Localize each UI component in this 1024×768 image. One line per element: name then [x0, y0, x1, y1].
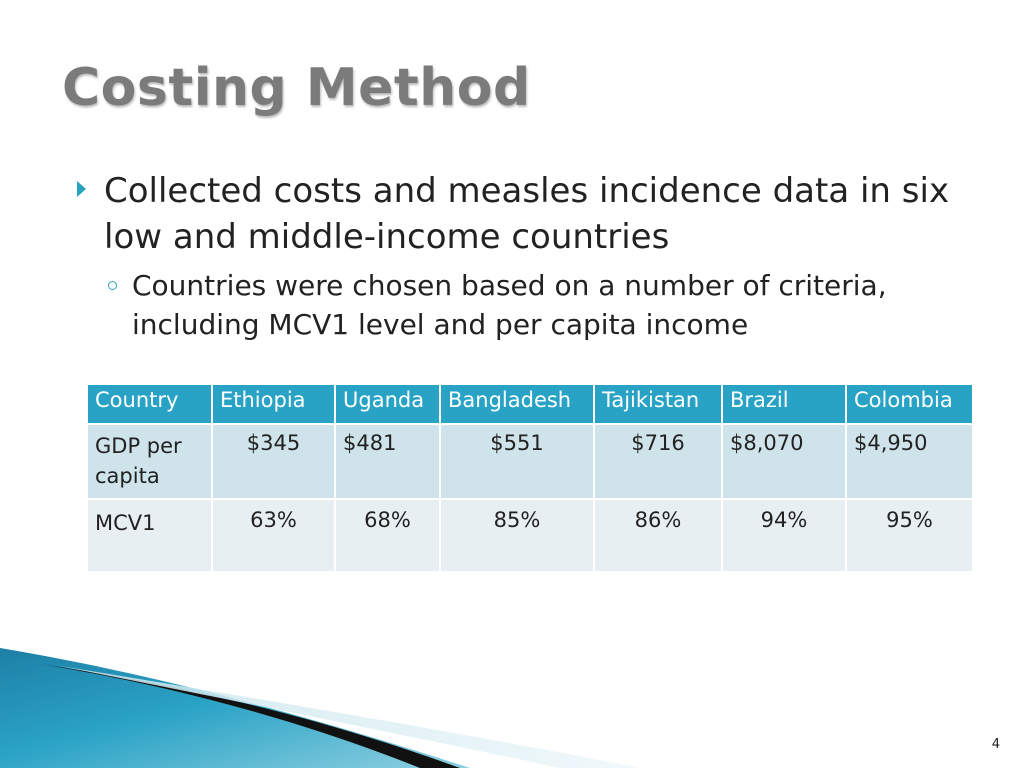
header-cell: Ethiopia [211, 383, 336, 425]
table-header-row: Country Ethiopia Uganda Bangladesh Tajik… [86, 383, 974, 425]
triangle-arrow-icon [77, 181, 86, 197]
table-cell: $481 [334, 423, 441, 500]
table-cell: 68% [334, 498, 441, 573]
slide-title: Costing Method [62, 58, 531, 118]
table-cell: 63% [211, 498, 336, 573]
row-label: MCV1 [86, 498, 213, 573]
country-data-table: Country Ethiopia Uganda Bangladesh Tajik… [86, 383, 974, 573]
header-cell: Bangladesh [439, 383, 595, 425]
header-cell: Brazil [721, 383, 847, 425]
table-cell: $4,950 [845, 423, 974, 500]
swoosh-pale-band [60, 666, 640, 768]
table-cell: 94% [721, 498, 847, 573]
table-cell: $345 [211, 423, 336, 500]
table-cell: $716 [593, 423, 723, 500]
table-cell: $551 [439, 423, 595, 500]
header-cell: Country [86, 383, 213, 425]
bullet-sub: Countries were chosen based on a number … [132, 269, 887, 341]
table-row: GDP per capita $345 $481 $551 $716 $8,07… [86, 423, 974, 500]
table-cell: 85% [439, 498, 595, 573]
header-cell: Colombia [845, 383, 974, 425]
circle-bullet-icon [108, 281, 117, 290]
header-cell: Tajikistan [593, 383, 723, 425]
page-number: 4 [991, 737, 1000, 752]
table-row: MCV1 63% 68% 85% 86% 94% 95% [86, 498, 974, 573]
table-cell: 86% [593, 498, 723, 573]
header-cell: Uganda [334, 383, 441, 425]
row-label: GDP per capita [86, 423, 213, 500]
bullet-main: Collected costs and measles incidence da… [104, 171, 950, 257]
decorative-swoosh [0, 648, 640, 768]
swoosh-black-band [40, 664, 460, 768]
table-cell: 95% [845, 498, 974, 573]
table-cell: $8,070 [721, 423, 847, 500]
